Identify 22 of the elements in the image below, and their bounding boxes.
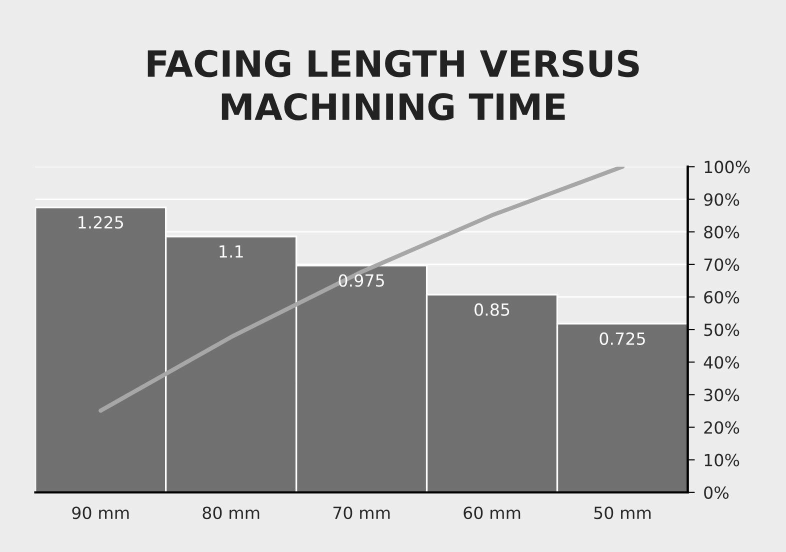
y2-tick-label: 80% bbox=[704, 226, 740, 238]
data-label: 1.225 bbox=[78, 216, 124, 229]
y2-tick-label: 100% bbox=[704, 160, 750, 174]
y2-tick-label: 0% bbox=[704, 486, 729, 499]
y2-tick-label: 70% bbox=[704, 258, 740, 271]
x-tick-label: 50 mm bbox=[594, 506, 651, 520]
y2-tick-label: 90% bbox=[704, 193, 740, 206]
x-tick-label: 90 mm bbox=[72, 506, 129, 520]
y2-tick-label: 30% bbox=[704, 388, 740, 402]
x-tick-label: 60 mm bbox=[464, 506, 520, 520]
x-tick-label: 80 mm bbox=[202, 506, 260, 520]
y2-tick-label: 40% bbox=[704, 356, 740, 369]
data-label: 0.725 bbox=[600, 332, 645, 345]
y2-tick-label: 20% bbox=[704, 421, 740, 434]
data-label: 1.1 bbox=[220, 245, 243, 258]
chart-title: FACING LENGTH VERSUS MACHINING TIME bbox=[148, 50, 639, 120]
data-label: 0.85 bbox=[474, 303, 510, 316]
x-tick-label: 70 mm bbox=[333, 506, 390, 520]
y2-tick-label: 50% bbox=[704, 324, 740, 336]
y2-tick-label: 10% bbox=[704, 454, 740, 466]
y2-tick-label: 60% bbox=[704, 290, 740, 304]
data-label: 0.975 bbox=[338, 274, 384, 287]
